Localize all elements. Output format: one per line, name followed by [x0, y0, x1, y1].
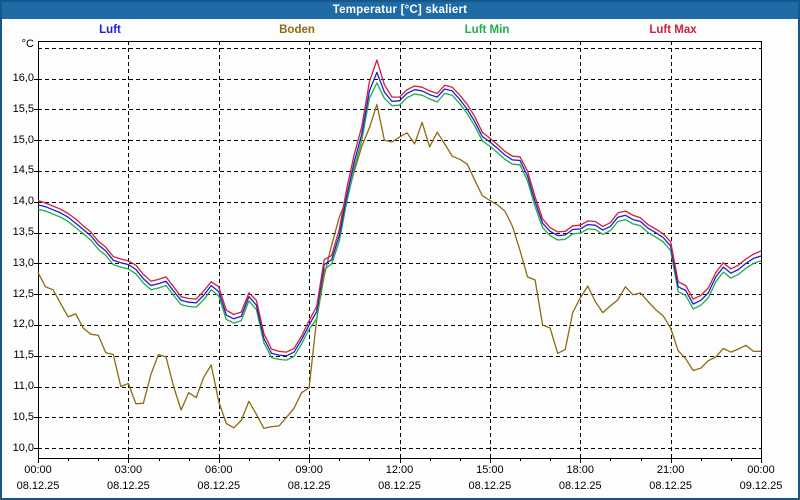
- series-line-luft-min: [37, 82, 762, 361]
- x-tick-date-label: 08.12.25: [287, 480, 331, 492]
- y-tick-label: 13,0: [12, 256, 34, 269]
- x-tick-time-label: 00:00: [747, 464, 775, 476]
- chart-legend: Luft Boden Luft Min Luft Max: [0, 19, 800, 40]
- series-line-luft: [37, 71, 762, 357]
- x-tick-time-label: 00:00: [24, 464, 52, 476]
- y-axis-unit: °C: [21, 38, 34, 50]
- x-tick-date-label: 08.12.25: [16, 480, 60, 492]
- y-tick-label: 14,0: [12, 195, 34, 208]
- y-tick-label: 10,0: [12, 441, 34, 454]
- x-tick-date-label: 08.12.25: [378, 480, 421, 492]
- x-tick-date-label: 08.12.25: [649, 480, 693, 492]
- x-tick-date-label: 08.12.25: [197, 480, 241, 492]
- y-tick-label: 15,5: [12, 102, 34, 115]
- x-tick-date-label: 08.12.25: [468, 480, 512, 492]
- x-tick-time-label: 09:00: [295, 464, 323, 476]
- x-tick-time-label: 18:00: [566, 464, 595, 476]
- legend-item-luft-max[interactable]: Luft Max: [649, 24, 697, 36]
- x-tick-date-label: 08.12.25: [558, 480, 602, 492]
- y-tick-label: 13,5: [12, 226, 34, 239]
- window-title: Temperatur [°C] skaliert: [332, 3, 468, 16]
- x-tick-time-label: 03:00: [114, 464, 143, 476]
- legend-item-boden[interactable]: Boden: [279, 24, 315, 36]
- y-tick-label: 12,5: [12, 287, 34, 300]
- y-tick-label: 12,0: [12, 318, 34, 331]
- x-tick-time-label: 15:00: [476, 464, 504, 476]
- x-tick-time-label: 12:00: [385, 464, 414, 476]
- x-tick-date-label: 09.12.25: [739, 480, 783, 492]
- series-line-boden: [37, 103, 761, 430]
- plot-border: [38, 41, 762, 459]
- y-tick-label: 11,5: [13, 349, 34, 362]
- y-tick-label: 16,0: [12, 72, 34, 85]
- series-line-luft-max: [37, 59, 762, 353]
- x-tick-time-label: 21:00: [656, 464, 685, 476]
- legend-item-luft[interactable]: Luft: [99, 24, 121, 36]
- legend-item-luft-min[interactable]: Luft Min: [464, 24, 510, 36]
- window-titlebar[interactable]: Temperatur [°C] skaliert: [0, 0, 800, 19]
- y-tick-label: 14,5: [12, 164, 34, 177]
- x-tick-time-label: 06:00: [204, 464, 233, 476]
- x-tick-date-label: 08.12.25: [106, 480, 150, 492]
- y-tick-label: 15,0: [12, 133, 34, 146]
- y-tick-label: 11,0: [13, 380, 34, 393]
- y-tick-label: 10,5: [12, 410, 34, 423]
